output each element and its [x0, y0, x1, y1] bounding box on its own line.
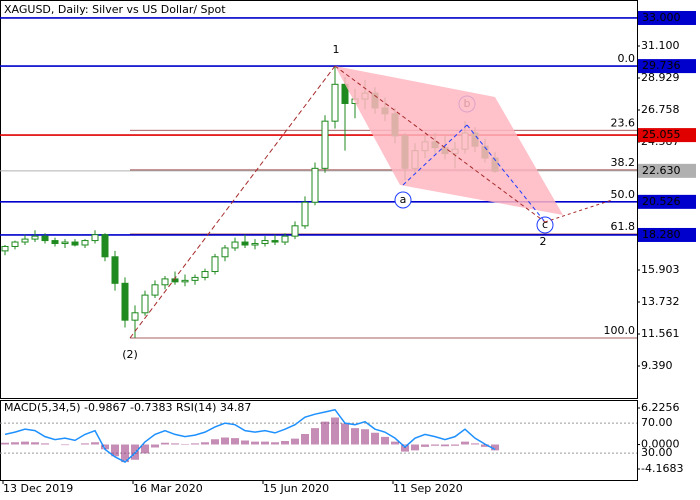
candle-body [201, 271, 209, 278]
candle-body [301, 201, 309, 227]
y-tick-label: 11.561 [641, 327, 680, 340]
y-tick-label: 15.903 [641, 263, 680, 276]
indicator-frame [0, 400, 638, 481]
candle-body [11, 241, 19, 247]
candle-body [131, 312, 139, 321]
candle-body [281, 235, 289, 243]
candle-body [241, 241, 249, 246]
candle-body [331, 83, 339, 122]
wave-line [334, 65, 546, 223]
wave-circle [536, 216, 554, 234]
indicator-title: MACD(5,34,5) -0.9867 -0.7383 RSI(14) 34.… [4, 401, 251, 414]
level-label: 25.055 [642, 128, 681, 141]
candle-body [171, 278, 179, 283]
annotations [129, 65, 613, 339]
fib-label: 38.2 [611, 156, 636, 169]
level-label-box [638, 227, 696, 242]
fib-label: 61.8 [611, 220, 636, 233]
level-label-box [638, 163, 696, 178]
wave-label: 1 [333, 43, 340, 56]
rsi-line [4, 408, 496, 463]
level-label: 33.000 [642, 11, 681, 24]
candle-body [81, 240, 89, 246]
level-label-box [638, 59, 696, 74]
x-tick-label: 16 Mar 2020 [133, 482, 203, 495]
y-tick-label: 6.2256 [641, 401, 680, 414]
y-tick-label: 26.758 [641, 103, 680, 116]
candle-body [71, 241, 79, 246]
level-label-box [638, 10, 696, 25]
main-frame [0, 0, 638, 399]
candle-body [221, 247, 229, 258]
y-tick-label: 0.0000 [641, 438, 680, 451]
candle-body [181, 279, 189, 283]
level-label: 29.736 [642, 59, 681, 72]
level-label: 20.526 [642, 195, 681, 208]
y-tick-label: 13.732 [641, 295, 680, 308]
wave-line [402, 124, 468, 186]
level-label: 18.280 [642, 228, 681, 241]
candle-body [191, 276, 199, 281]
candle-body [211, 256, 219, 273]
wave-label: 2 [540, 235, 547, 248]
candle-body [121, 282, 129, 321]
fib-label: 50.0 [611, 188, 636, 201]
candle-body [161, 278, 169, 286]
candle-body [271, 240, 279, 243]
fib-label: 100.0 [604, 324, 636, 337]
candle-body [231, 241, 239, 249]
candle-body [111, 256, 119, 284]
candle-body [101, 234, 109, 258]
candle-body [141, 294, 149, 314]
x-tick-label: 13 Dec 2019 [3, 482, 73, 495]
level-label: 22.630 [642, 164, 681, 177]
candle-body [151, 284, 159, 296]
wave-channel [335, 66, 563, 215]
x-tick-label: 15 Jun 2020 [263, 482, 329, 495]
candle-body [321, 120, 329, 169]
y2-tick-label: 70.00 [641, 416, 673, 429]
candle-body [341, 83, 349, 104]
level-label-box [638, 128, 696, 143]
y-tick-label: -4.1683 [641, 462, 683, 475]
wave-line [129, 65, 336, 339]
x-tick-label: 11 Sep 2020 [393, 482, 463, 495]
y-tick-label: 9.390 [641, 359, 673, 372]
y-tick-label: 28.929 [641, 71, 680, 84]
candle-body [51, 240, 59, 245]
candle-body [21, 238, 29, 243]
wave-circle [394, 191, 412, 209]
candle-body [251, 243, 259, 246]
candle-body [61, 241, 69, 245]
wave-label: a [400, 193, 407, 206]
candle-body [41, 235, 49, 242]
chart-title: XAGUSD, Daily: Silver vs US Dollar/ Spot [4, 3, 226, 16]
candle-body [31, 235, 39, 240]
wave-label: c [542, 218, 548, 231]
fib-label: 23.6 [611, 116, 636, 129]
candle-body [91, 234, 99, 242]
y2-tick-label: 30.00 [641, 446, 673, 459]
y-tick-label: 31.100 [641, 39, 680, 52]
candle-body [1, 245, 9, 252]
fib-label: 0.0 [618, 52, 636, 65]
wave-label: (2) [122, 348, 138, 361]
candle-body [261, 240, 269, 245]
candle-body [291, 225, 299, 237]
level-label-box [638, 194, 696, 209]
candle-body [311, 167, 319, 203]
